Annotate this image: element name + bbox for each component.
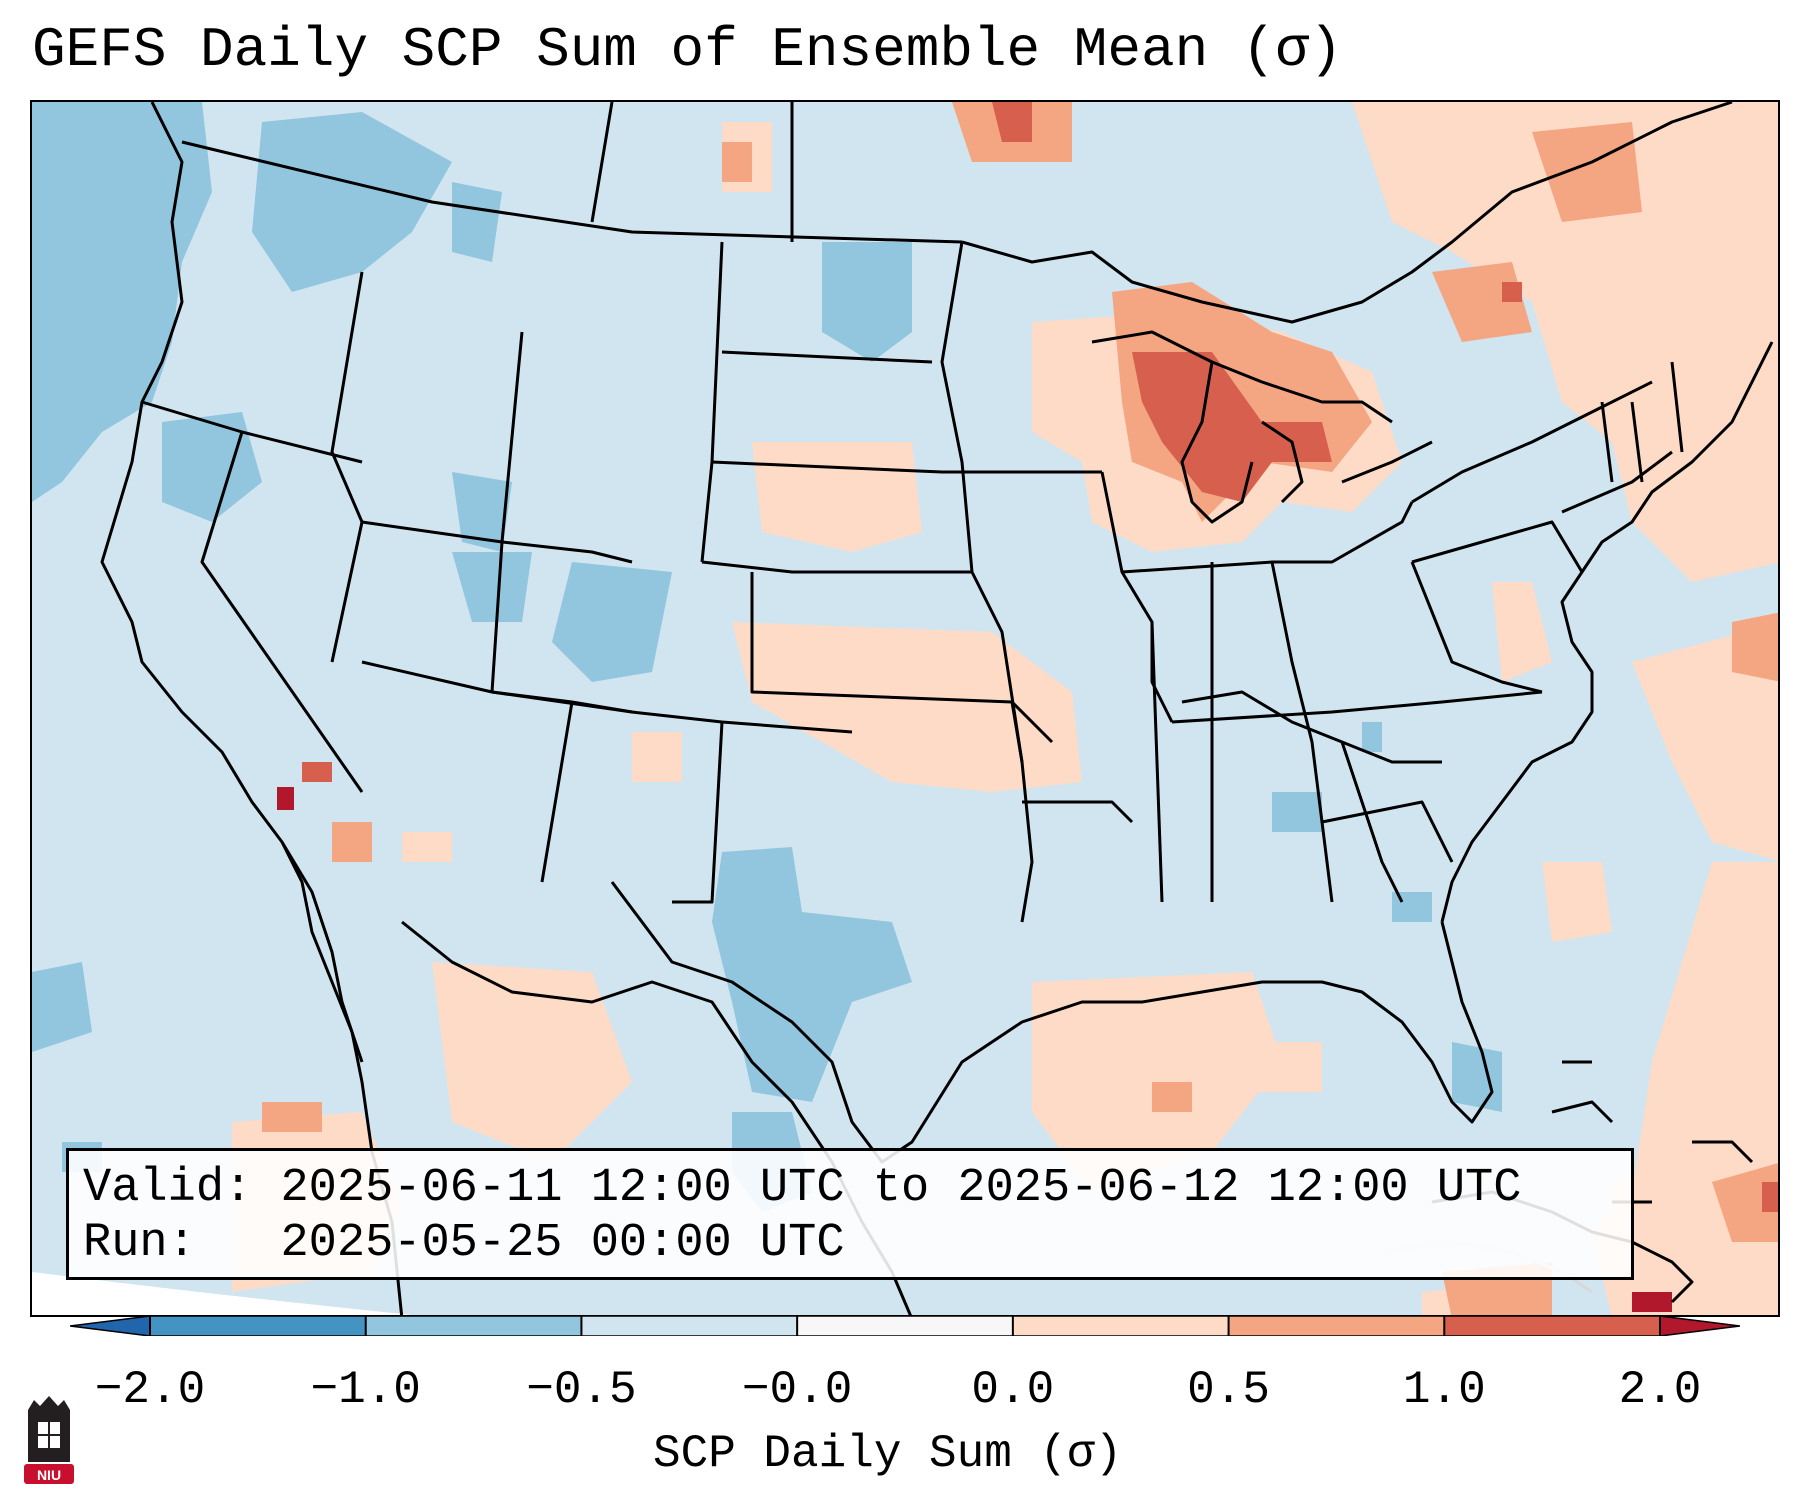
extreme-anomaly-regions <box>277 787 1672 1312</box>
boundaries <box>100 102 1774 1315</box>
colorbar-tick-label: 0.5 <box>1187 1364 1270 1416</box>
map-panel <box>30 100 1780 1317</box>
run-value: 2025-05-25 00:00 UTC <box>280 1217 845 1270</box>
valid-line: Valid: 2025-06-11 12:00 UTC to 2025-06-1… <box>83 1161 1617 1216</box>
colorbar-label: SCP Daily Sum (σ) <box>653 1428 1123 1480</box>
colorbar-segment <box>1228 1316 1445 1336</box>
colorbar-extend-low <box>70 1316 150 1336</box>
logo-window-bars <box>38 1422 60 1448</box>
logo-text: NIU <box>37 1467 61 1483</box>
chart-title: GEFS Daily SCP Sum of Ensemble Mean (σ) <box>32 18 1343 82</box>
colorbar-segment <box>365 1316 582 1336</box>
colorbar-tick-label: −0.5 <box>526 1364 637 1416</box>
university-logo: NIU <box>24 1396 74 1484</box>
valid-label: Valid: <box>83 1162 253 1215</box>
colorbar-tick-label: −1.0 <box>310 1364 421 1416</box>
colorbar-segment <box>1012 1316 1230 1336</box>
colorbar-segment <box>150 1316 367 1336</box>
colorbar-tick-label: 2.0 <box>1618 1364 1702 1416</box>
colorbar-segment <box>1444 1316 1661 1336</box>
colorbar-segments <box>150 1316 1661 1336</box>
colorbar-tick-label: 1.0 <box>1402 1364 1486 1416</box>
valid-run-info-box: Valid: 2025-06-11 12:00 UTC to 2025-06-1… <box>66 1148 1634 1280</box>
map-svg <box>32 102 1778 1315</box>
colorbar-extend-high <box>1660 1316 1740 1336</box>
colorbar-segment <box>581 1316 798 1336</box>
colorbar <box>70 1316 1740 1336</box>
logo-badge <box>24 1464 74 1484</box>
run-line: Run: 2025-05-25 00:00 UTC <box>83 1216 1617 1271</box>
colorbar-ticks <box>149 1316 1661 1336</box>
colorbar-tick-label: 0.0 <box>971 1364 1055 1416</box>
valid-value: 2025-06-11 12:00 UTC to 2025-06-12 12:00… <box>280 1162 1522 1215</box>
colorbar-tick-label: −0.0 <box>741 1364 853 1416</box>
colorbar-tick-label: −2.0 <box>94 1364 206 1416</box>
run-label: Run: <box>83 1217 253 1270</box>
projection-edge <box>32 1272 413 1315</box>
colorbar-segment <box>797 1316 1014 1336</box>
